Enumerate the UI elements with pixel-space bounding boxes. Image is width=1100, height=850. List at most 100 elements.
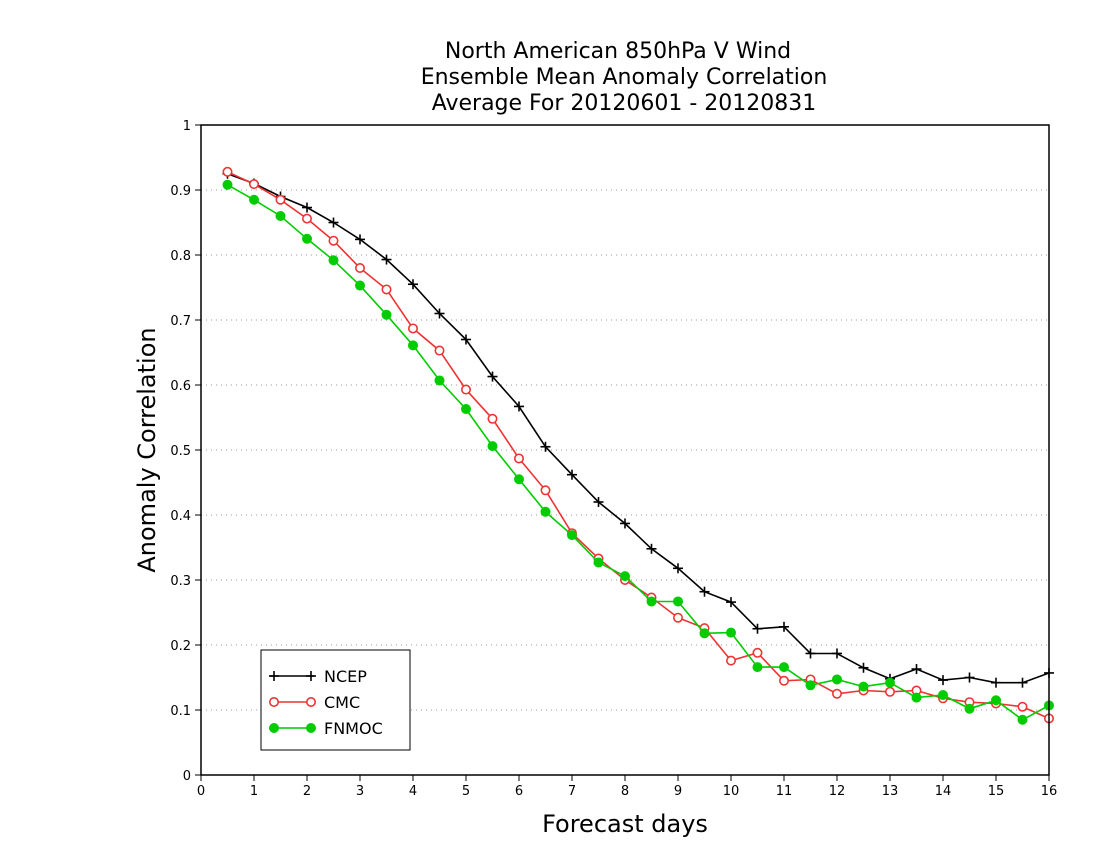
y-axis-label: Anomaly Correlation — [133, 327, 161, 572]
point-fnmoc — [832, 674, 842, 685]
point-fnmoc — [911, 692, 922, 703]
y-tick-labels: 0 0.1 0.2 0.3 0.4 0.5 0.6 0.7 0.8 0.9 1 — [170, 119, 191, 784]
point-ncep — [487, 371, 498, 382]
point-ncep — [328, 217, 339, 228]
y-tick-label: 0.6 — [170, 379, 191, 394]
point-fnmoc — [779, 662, 789, 673]
point-cmc — [222, 166, 233, 177]
x-tick-label: 7 — [568, 784, 576, 799]
x-tick-label: 11 — [776, 784, 793, 799]
y-tick-label: 0.2 — [170, 639, 191, 654]
x-tick-label: 3 — [356, 784, 364, 799]
point-cmc — [513, 453, 524, 464]
point-fnmoc — [381, 309, 392, 320]
point-ncep — [461, 334, 471, 345]
x-tick-label: 13 — [882, 784, 899, 799]
point-cmc — [778, 675, 789, 686]
point-ncep — [805, 648, 816, 659]
legend-marker — [305, 696, 316, 707]
point-ncep — [832, 648, 842, 659]
point-fnmoc — [885, 677, 895, 688]
point-cmc — [752, 647, 763, 658]
point-ncep — [540, 441, 551, 452]
legend-marker — [306, 671, 316, 681]
point-fnmoc — [991, 695, 1001, 706]
point-fnmoc — [540, 506, 551, 517]
point-ncep — [514, 401, 524, 412]
x-tick-label: 5 — [462, 784, 470, 799]
point-ncep — [991, 677, 1001, 688]
point-ncep — [938, 675, 948, 686]
series-line-ncep — [227, 173, 1050, 684]
point-fnmoc — [620, 571, 630, 582]
point-fnmoc — [328, 255, 339, 266]
point-cmc — [487, 413, 498, 424]
series-line-fnmoc — [227, 184, 1050, 721]
point-ncep — [302, 202, 312, 213]
y-tick-label: 0.5 — [170, 444, 191, 459]
point-ncep — [620, 518, 630, 529]
x-tick-labels: 0 1 2 3 4 5 6 7 8 9 10 11 12 13 14 15 16 — [197, 784, 1057, 799]
point-fnmoc — [1017, 714, 1028, 725]
point-fnmoc — [275, 211, 286, 221]
title-line-1: North American 850hPa V Wind — [445, 39, 791, 64]
point-fnmoc — [646, 596, 657, 607]
legend-item-fnmoc: FNMOC — [269, 719, 383, 738]
plot-frame — [200, 124, 1050, 776]
point-cmc — [460, 384, 471, 395]
series-line-cmc — [227, 171, 1050, 720]
y-tick-label: 0.3 — [170, 574, 191, 589]
legend-marker — [268, 696, 279, 707]
point-fnmoc — [938, 690, 948, 701]
point-fnmoc — [487, 441, 498, 452]
x-tick-label: 8 — [621, 784, 629, 799]
point-cmc — [1017, 701, 1028, 712]
y-tick-label: 1 — [183, 119, 191, 134]
point-ncep — [726, 597, 736, 608]
point-fnmoc — [222, 179, 233, 190]
point-cmc — [540, 485, 551, 496]
point-ncep — [673, 563, 683, 574]
point-cmc — [249, 179, 260, 190]
x-tick-label: 0 — [197, 784, 205, 799]
x-tick-label: 10 — [723, 784, 740, 799]
y-tick-label: 0.8 — [170, 249, 191, 264]
x-tick-label: 16 — [1041, 784, 1058, 799]
point-ncep — [593, 497, 604, 507]
y-tick-label: 0.1 — [170, 704, 191, 719]
point-cmc — [884, 686, 895, 697]
title-line-3: Average For 20120601 - 20120831 — [432, 91, 817, 116]
point-cmc — [328, 235, 339, 246]
x-tick-label: 4 — [409, 784, 417, 799]
point-fnmoc — [249, 194, 259, 205]
point-ncep — [434, 308, 445, 319]
point-fnmoc — [858, 681, 869, 692]
series-fnmoc — [222, 179, 1054, 725]
y-tick-label: 0 — [183, 769, 191, 784]
point-cmc — [831, 688, 842, 699]
x-tick-label: 12 — [829, 784, 846, 799]
legend-item-cmc: CMC — [268, 693, 360, 712]
chart-title: North American 850hPa V Wind Ensemble Me… — [421, 39, 828, 116]
point-cmc — [354, 262, 365, 273]
grid-lines — [201, 189, 1049, 711]
title-line-2: Ensemble Mean Anomaly Correlation — [421, 65, 828, 90]
legend-entries: NCEP CMC FNMOC — [268, 667, 383, 738]
legend: NCEP CMC FNMOC — [260, 649, 411, 751]
x-axis-label: Forecast days — [542, 810, 708, 838]
series-cmc — [222, 166, 1055, 724]
point-cmc — [672, 612, 683, 623]
point-ncep — [381, 254, 392, 265]
x-tick-label: 15 — [988, 784, 1005, 799]
y-tick-label: 0.4 — [170, 509, 191, 524]
legend-label-cmc: CMC — [324, 693, 360, 712]
point-fnmoc — [302, 233, 312, 244]
point-ncep — [408, 279, 418, 290]
y-tick-label: 0.9 — [170, 184, 191, 199]
point-ncep — [355, 234, 365, 245]
legend-box — [260, 649, 411, 751]
point-fnmoc — [964, 703, 975, 714]
legend-marker — [269, 723, 279, 733]
point-fnmoc — [673, 596, 683, 607]
point-fnmoc — [805, 680, 816, 691]
